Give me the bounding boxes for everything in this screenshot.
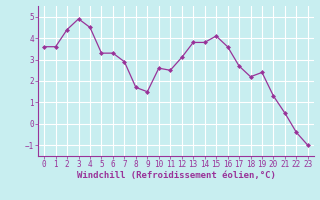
X-axis label: Windchill (Refroidissement éolien,°C): Windchill (Refroidissement éolien,°C) bbox=[76, 171, 276, 180]
